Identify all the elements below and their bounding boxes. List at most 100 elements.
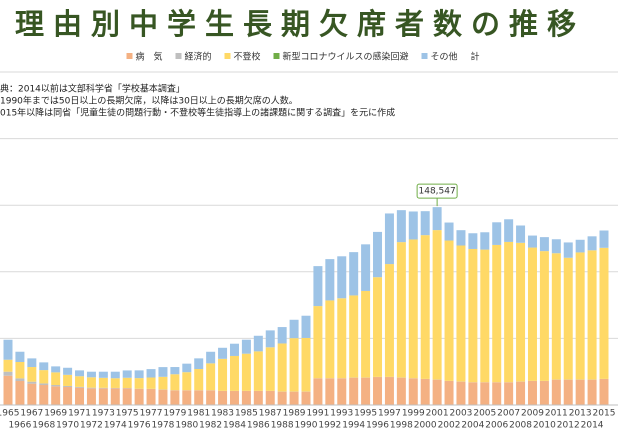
x-tick-label: 1990	[295, 421, 318, 431]
bar-segment	[206, 390, 216, 405]
x-tick-label: 1976	[128, 421, 151, 431]
bar-segment	[39, 370, 49, 384]
bar-segment	[15, 378, 25, 382]
bar-segment	[384, 213, 394, 265]
x-tick-label: 2008	[509, 421, 532, 431]
legend-swatch	[126, 53, 133, 59]
bar-segment	[229, 391, 239, 405]
legend-label: 病 気	[136, 51, 163, 63]
bar-segment	[134, 389, 144, 405]
bar-segment	[456, 381, 466, 405]
bar-segment	[361, 290, 371, 378]
x-tick-label: 2011	[545, 409, 568, 419]
bar-segment	[456, 230, 466, 246]
bar-segment	[468, 382, 478, 405]
bar-segment	[146, 377, 156, 389]
bar-segment	[98, 388, 108, 405]
bar-segment	[587, 379, 597, 405]
bar-segment	[158, 376, 168, 390]
bar-segment	[51, 385, 61, 387]
x-tick-label: 1996	[366, 421, 389, 431]
bar-segment	[86, 377, 96, 388]
bar-segment	[575, 379, 585, 405]
legend-label: 新型コロナウイルスの感染回避	[283, 51, 409, 63]
bar-segment	[182, 390, 192, 405]
bar-segment	[432, 207, 442, 231]
bar-segment	[289, 391, 299, 405]
bar-segment	[432, 230, 442, 380]
note: 典：2014以前は文部科学省「学校基本調査」	[0, 83, 185, 95]
bar-segment	[15, 351, 25, 362]
bar-segment	[39, 362, 49, 371]
x-tick-label: 1975	[116, 409, 139, 419]
bar-segment	[325, 378, 335, 405]
x-tick-label: 2009	[521, 409, 544, 419]
x-tick-label: 1993	[330, 409, 353, 419]
bar-segment	[265, 391, 275, 405]
x-tick-label: 2006	[485, 421, 508, 431]
bar-segment	[51, 386, 61, 405]
bar-segment	[277, 327, 287, 344]
bar-segment	[337, 298, 347, 379]
bar-segment	[86, 388, 96, 405]
x-tick-label: 1986	[247, 421, 270, 431]
bar-segment	[27, 383, 37, 405]
bar-segment	[313, 306, 323, 379]
bar-segment	[86, 371, 96, 378]
bar-segment	[63, 387, 73, 405]
bar-segment	[253, 351, 263, 391]
x-tick-label: 1998	[390, 421, 413, 431]
bar-segment	[122, 377, 132, 389]
bar-segment	[206, 363, 216, 391]
bar-segment	[63, 367, 73, 375]
bar-segment	[551, 379, 561, 405]
bar-segment	[563, 379, 573, 405]
bar-segment	[146, 369, 156, 378]
legend-swatch	[273, 53, 280, 59]
bar-segment	[396, 210, 406, 243]
bar-segment	[516, 225, 526, 243]
bar-segment	[516, 242, 526, 382]
bar-segment	[170, 374, 180, 391]
bar-segment	[492, 382, 502, 405]
bar-segment	[301, 391, 311, 405]
bar-segment	[86, 387, 96, 389]
bar-segment	[75, 387, 85, 405]
bar-segment	[504, 219, 514, 242]
x-tick-label: 2013	[569, 409, 592, 419]
bar-segment	[480, 249, 490, 383]
x-tick-label: 1966	[8, 421, 31, 431]
bar-segment	[384, 377, 394, 405]
bar-segment	[122, 370, 132, 378]
bar-segment	[182, 372, 192, 391]
annotation: 148,547	[419, 187, 456, 197]
bar-segment	[158, 367, 168, 377]
x-tick-label: 1987	[259, 409, 282, 419]
bar-segment	[253, 335, 263, 352]
x-tick-label: 2014	[581, 421, 604, 431]
bar-segment	[51, 372, 61, 386]
bar-segment	[599, 379, 609, 405]
x-tick-label: 1994	[342, 421, 365, 431]
bar-segment	[468, 248, 478, 383]
bar-segment	[146, 389, 156, 405]
bar-segment	[492, 222, 502, 245]
bar-segment	[444, 381, 454, 405]
bar-segment	[337, 378, 347, 405]
bar-segment	[349, 252, 359, 296]
x-tick-label: 1995	[354, 409, 377, 419]
bar-segment	[206, 351, 216, 364]
bar-segment	[313, 266, 323, 307]
x-tick-label: 1983	[211, 409, 234, 419]
bar-segment	[420, 379, 430, 405]
legend-label: 計	[471, 51, 480, 63]
x-tick-label: 1974	[104, 421, 127, 431]
x-tick-label: 1969	[44, 409, 67, 419]
bar-segment	[134, 378, 144, 389]
bar-segment	[98, 377, 108, 388]
bar-segment	[289, 319, 299, 339]
bar-segment	[337, 256, 347, 299]
x-tick-label: 1972	[80, 421, 103, 431]
bar-segment	[373, 231, 383, 278]
bar-segment	[539, 251, 549, 381]
